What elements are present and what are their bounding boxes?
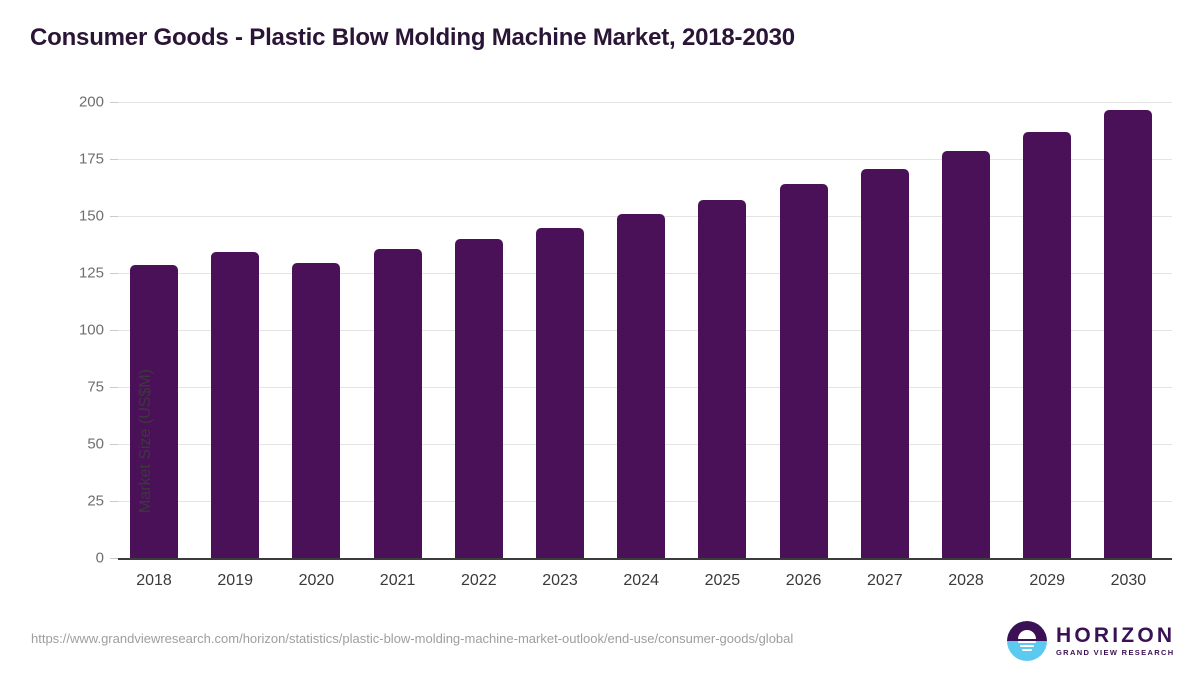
horizon-logo: HORIZON GRAND VIEW RESEARCH (1007, 618, 1176, 664)
x-tick-label: 2026 (785, 572, 822, 589)
y-tick-mark (110, 159, 118, 160)
bar[interactable] (292, 262, 341, 558)
y-tick-label: 75 (87, 378, 104, 396)
y-tick-label: 200 (78, 93, 104, 111)
bar[interactable] (454, 239, 503, 558)
y-axis-title: Market Size (US$M) (137, 368, 154, 514)
page-title: Consumer Goods - Plastic Blow Molding Ma… (30, 24, 795, 51)
logo-ray-1 (1018, 641, 1036, 643)
x-tick-label: 2018 (136, 572, 172, 589)
y-tick-label: 25 (87, 492, 104, 510)
y-tick-mark (110, 387, 118, 388)
y-tick-label: 125 (78, 264, 104, 282)
bar[interactable] (698, 200, 747, 558)
x-tick-label: 2029 (1029, 572, 1065, 589)
x-tick-label: 2025 (704, 572, 741, 589)
y-tick-mark (110, 102, 118, 103)
bar[interactable] (211, 252, 260, 558)
y-tick-mark (110, 273, 118, 274)
y-tick-label: 150 (78, 207, 104, 225)
bar[interactable] (617, 214, 666, 558)
x-tick-label: 2023 (542, 572, 578, 589)
logo-wordmark: HORIZON (1056, 623, 1176, 647)
bar[interactable] (536, 227, 584, 558)
bar[interactable] (1104, 110, 1153, 558)
x-tick-label: 2030 (1110, 572, 1147, 589)
plot-area: Market Size (US$M) (118, 102, 1172, 558)
gridline (118, 102, 1172, 103)
logo-tagline: GRAND VIEW RESEARCH (1056, 647, 1175, 657)
bar[interactable] (942, 151, 990, 558)
y-tick-label: 50 (87, 435, 104, 453)
y-tick-mark (110, 216, 118, 217)
y-tick-label: 100 (78, 321, 104, 339)
logo-ray-2 (1020, 645, 1034, 647)
x-tick-label: 2028 (948, 572, 984, 589)
bar[interactable] (860, 168, 909, 558)
x-axis-line (118, 558, 1172, 560)
logo-sun-dome (1018, 630, 1036, 639)
y-tick-mark (110, 330, 118, 331)
horizon-sun-icon (1007, 621, 1047, 661)
y-tick-mark (110, 444, 118, 445)
bar[interactable] (373, 249, 422, 558)
x-tick-label: 2019 (217, 572, 253, 589)
x-tick-label: 2020 (298, 572, 335, 589)
x-tick-label: 2024 (623, 572, 659, 589)
gridline (118, 159, 1172, 160)
x-tick-label: 2027 (867, 572, 903, 589)
y-tick-mark (110, 558, 118, 559)
bar[interactable] (1023, 131, 1072, 558)
source-url[interactable]: https://www.grandviewresearch.com/horizo… (31, 631, 794, 646)
x-tick-label: 2021 (379, 572, 416, 589)
logo-text: HORIZON GRAND VIEW RESEARCH (1056, 623, 1176, 658)
y-tick-label: 175 (78, 150, 104, 168)
x-tick-label: 2022 (461, 572, 497, 589)
y-tick-label: 0 (95, 549, 104, 567)
logo-ray-3 (1022, 649, 1032, 651)
y-tick-mark (110, 501, 118, 502)
bar[interactable] (779, 184, 828, 558)
bar[interactable] (130, 265, 178, 558)
